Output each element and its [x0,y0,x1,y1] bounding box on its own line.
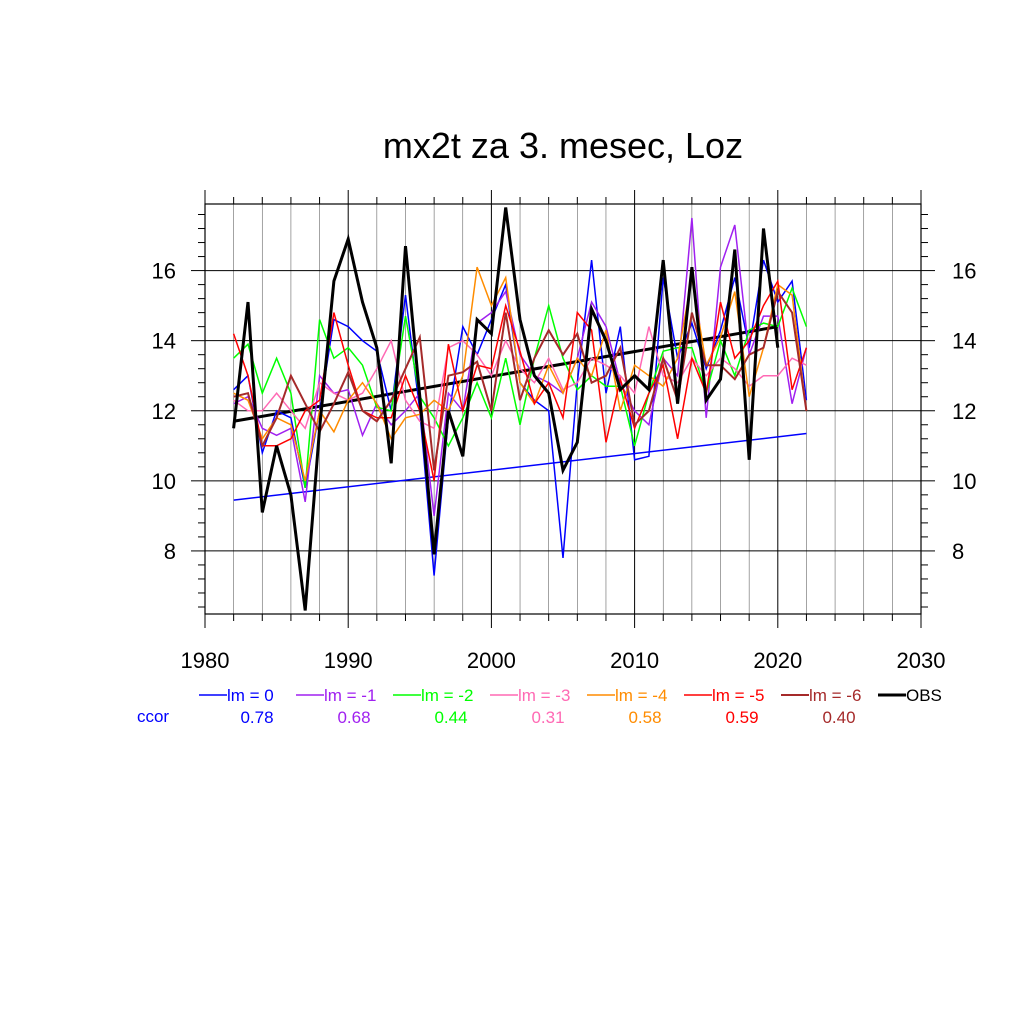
grid-lines [204,204,922,614]
series-line [233,266,808,481]
y-tick-label-left: 12 [152,399,176,424]
legend: ccor lm = 0 0.78 lm = -1 0.68 lm = -2 0.44 lm … [137,686,942,727]
series-line [233,326,807,430]
x-tick-label: 2030 [897,648,946,673]
series-line [233,289,808,471]
y-tick-label-right: 12 [952,399,976,424]
legend-entry-label: lm = 0 [227,686,274,705]
x-tick-label: 2020 [753,648,802,673]
y-tick-label-left: 14 [152,329,176,354]
ccor-label: ccor [137,707,169,726]
legend-entry-label: lm = -6 [809,686,861,705]
x-tick-label: 2010 [610,648,659,673]
legend-ccor-value: 0.40 [822,708,855,727]
trend-line [233,432,807,501]
y-tick-label-right: 8 [952,539,964,564]
legend-ccor-value: 0.59 [725,708,758,727]
y-tick-label-left: 10 [152,469,176,494]
x-tick-label: 1990 [324,648,373,673]
legend-entry-label: lm = -3 [518,686,570,705]
y-tick-label-right: 10 [952,469,976,494]
tick-labels: 1980 1990 2000 2010 2020 2030 8 8 10 10 12 12 14 14 16… [152,259,977,673]
y-tick-label-right: 14 [952,329,976,354]
y-tick-label-left: 8 [164,539,176,564]
legend-ccor-value: 0.68 [337,708,370,727]
series-line [232,207,780,611]
legend-entry-label: lm = -5 [712,686,764,705]
legend-entry-label: lm = -4 [615,686,667,705]
legend-ccor-value: 0.44 [434,708,467,727]
series-lines [232,207,808,611]
legend-entry-label: lm = -1 [324,686,376,705]
x-tick-label: 1980 [181,648,230,673]
legend-ccor-value: 0.78 [240,708,273,727]
legend-ccor-value: 0.58 [628,708,661,727]
minor-ticks [191,190,935,628]
plot-frame [204,203,922,615]
y-tick-label-left: 16 [152,259,176,284]
y-tick-label-right: 16 [952,259,976,284]
chart-title: mx2t za 3. mesec, Loz [383,125,743,166]
legend-ccor-value: 0.31 [531,708,564,727]
legend-entry-label: lm = -2 [421,686,473,705]
x-tick-label: 2000 [467,648,516,673]
legend-entry-label: OBS [906,686,942,705]
